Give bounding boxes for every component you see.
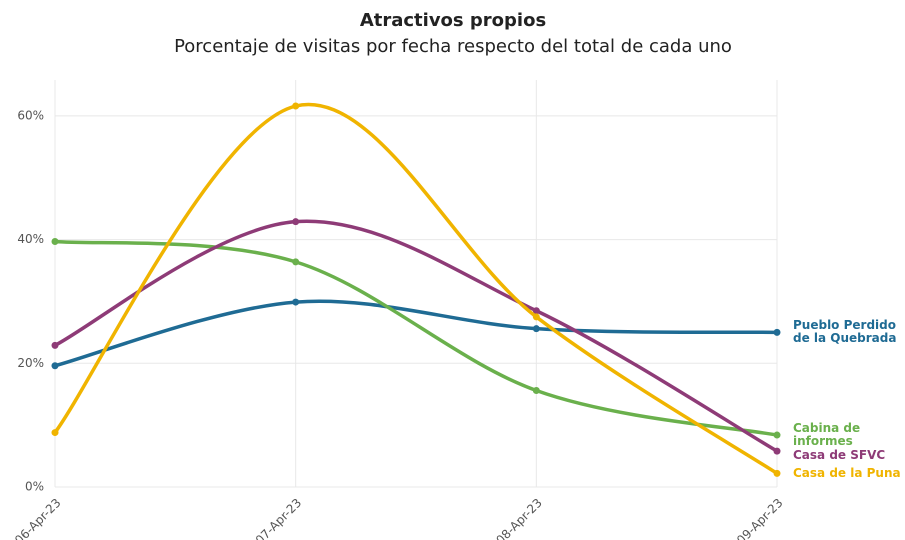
point	[292, 298, 300, 306]
series-label: Pueblo Perdido de la Quebrada	[793, 318, 897, 346]
x-tick-label: 08-Apr-23	[493, 496, 545, 540]
point	[292, 258, 300, 266]
series-label: Casa de SFVC	[793, 448, 886, 463]
x-tick-label: 06-Apr-23	[12, 496, 64, 540]
y-tick-label: 0%	[25, 480, 44, 494]
series-label: Casa de la Puna	[793, 465, 901, 480]
point	[51, 341, 59, 349]
point	[292, 218, 300, 226]
point	[773, 447, 781, 455]
y-tick-label: 40%	[17, 232, 44, 246]
point	[773, 469, 781, 477]
chart-subtitle: Porcentaje de visitas por fecha respecto…	[174, 36, 732, 57]
point	[532, 307, 540, 315]
point	[532, 313, 540, 321]
series-line	[53, 102, 778, 475]
point	[51, 362, 59, 370]
series-label: Cabina de informes	[793, 421, 861, 449]
x-tick-label: 07-Apr-23	[253, 496, 305, 540]
point	[773, 328, 781, 336]
point	[292, 102, 300, 110]
point	[532, 387, 540, 395]
series-line	[54, 219, 778, 453]
chart-title: Atractivos propios	[360, 10, 546, 31]
series-line	[54, 299, 778, 368]
point	[51, 429, 59, 437]
x-tick-label: 09-Apr-23	[734, 496, 786, 540]
point	[532, 325, 540, 333]
series-line	[54, 239, 778, 437]
point	[773, 431, 781, 439]
point	[51, 237, 59, 245]
y-tick-label: 60%	[17, 108, 44, 122]
y-tick-label: 20%	[17, 356, 44, 370]
